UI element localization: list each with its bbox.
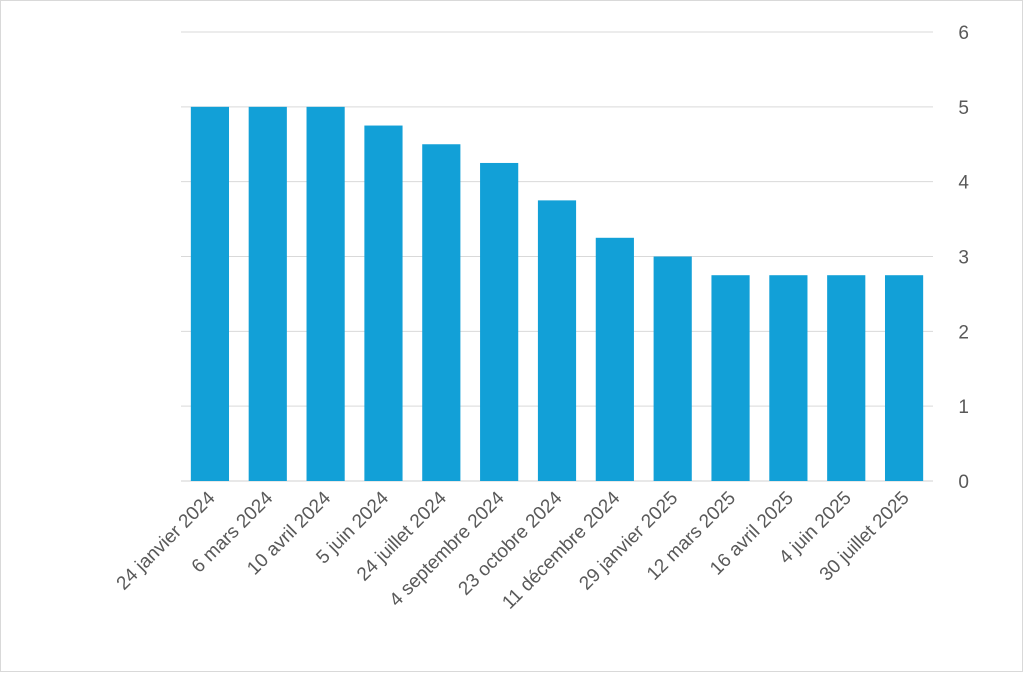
x-tick-label: 23 octobre 2024 — [455, 487, 567, 599]
bar — [248, 106, 287, 481]
y-tick-label: 4 — [958, 173, 969, 194]
bar — [769, 275, 808, 481]
y-axis-ticks: 0 1 2 3 4 5 6 — [958, 23, 969, 493]
bar — [537, 200, 577, 481]
y-tick-label: 5 — [958, 98, 969, 119]
y-tick-label: 0 — [958, 472, 969, 493]
bar — [190, 106, 230, 481]
y-tick-label: 6 — [958, 23, 969, 44]
bar — [306, 106, 345, 481]
y-tick-label: 1 — [958, 397, 969, 418]
bar — [422, 144, 461, 481]
bar — [480, 162, 519, 482]
bar — [884, 275, 924, 481]
bar — [595, 237, 634, 481]
x-tick-label: 29 janvier 2025 — [575, 488, 682, 595]
bar — [653, 256, 692, 481]
bar — [827, 275, 866, 481]
x-tick-label: 24 janvier 2024 — [113, 487, 220, 594]
bar — [711, 275, 750, 481]
bars — [190, 106, 924, 482]
gridlines — [181, 31, 933, 482]
bar — [364, 125, 403, 482]
y-tick-label: 3 — [958, 248, 969, 269]
y-tick-label: 2 — [958, 322, 969, 343]
